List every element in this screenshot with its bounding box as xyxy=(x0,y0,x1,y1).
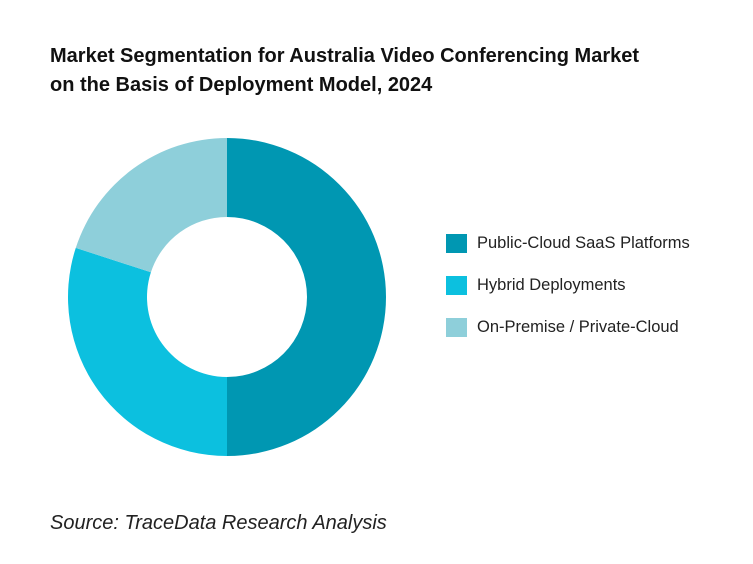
chart-title-line-2: on the Basis of Deployment Model, 2024 xyxy=(50,74,433,96)
source-note: Source: TraceData Research Analysis xyxy=(50,512,387,534)
legend-swatch-on-premise xyxy=(446,317,467,337)
legend-swatch-hybrid xyxy=(446,275,467,295)
legend-item-public-cloud: Public-Cloud SaaS Platforms xyxy=(446,232,690,254)
chart-title: Market Segmentation for Australia Video … xyxy=(50,42,730,100)
legend-swatch-public-cloud xyxy=(446,233,467,253)
legend-label-on-premise: On-Premise / Private-Cloud xyxy=(477,317,679,336)
legend-label-hybrid: Hybrid Deployments xyxy=(477,275,626,294)
legend-item-hybrid: Hybrid Deployments xyxy=(446,274,690,296)
legend-label-public-cloud: Public-Cloud SaaS Platforms xyxy=(477,233,690,252)
donut-slice-on-premise xyxy=(75,138,227,273)
legend-item-on-premise: On-Premise / Private-Cloud xyxy=(446,316,690,338)
legend: Public-Cloud SaaS Platforms Hybrid Deplo… xyxy=(446,232,690,358)
chart-title-line-1: Market Segmentation for Australia Video … xyxy=(50,45,640,67)
donut-slice-public-cloud xyxy=(227,138,386,456)
donut-slice-hybrid xyxy=(67,247,228,456)
